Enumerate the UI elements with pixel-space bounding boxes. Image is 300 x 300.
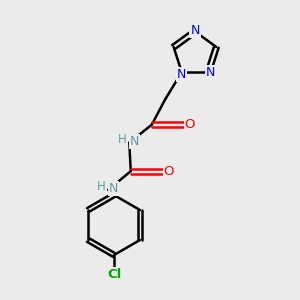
Text: O: O: [164, 165, 174, 178]
Text: N: N: [130, 135, 140, 148]
Text: H: H: [97, 180, 106, 193]
Text: N: N: [109, 182, 118, 195]
Text: N: N: [206, 66, 215, 79]
Text: N: N: [177, 68, 187, 81]
Text: Cl: Cl: [107, 268, 121, 281]
Text: N: N: [190, 23, 200, 37]
Text: H: H: [118, 133, 127, 146]
Text: O: O: [184, 118, 195, 131]
